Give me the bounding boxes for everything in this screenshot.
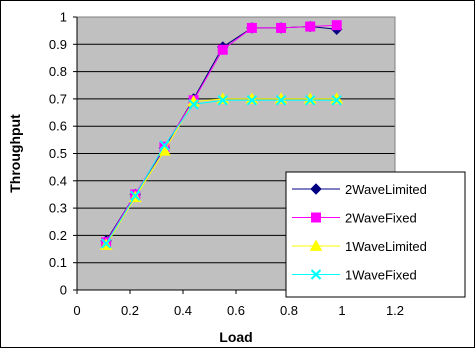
data-point-1wavefixed-stroke-b [275, 95, 287, 106]
y-tick-label: 0.7 [49, 91, 67, 106]
legend: 2WaveLimited 2WaveFixed 1WaveLimited 1WaveF… [285, 171, 466, 298]
data-point-2wavefixed [246, 22, 257, 33]
data-point-1wavefixed-stroke-b [130, 190, 141, 202]
x-tick-label: 0 [73, 303, 80, 318]
data-point-1wavefixed-stroke-b [331, 95, 342, 106]
x-tick-label: 1.2 [386, 303, 404, 318]
y-tick-label: 0.8 [49, 64, 67, 79]
y-tick-label: 0.5 [49, 146, 67, 161]
legend-marker [310, 183, 322, 195]
y-tick-label: 0.4 [49, 173, 67, 188]
y-tick-label: 0.1 [49, 255, 67, 270]
legend-item-2wavefixed: 2WaveFixed [292, 211, 417, 226]
data-point-1wavefixed [130, 190, 141, 202]
legend-label: 1WaveFixed [345, 268, 417, 283]
legend-marker [310, 269, 322, 280]
data-point-1wavefixed-stroke-b [304, 95, 316, 106]
x-tick-label: 0.6 [227, 303, 245, 318]
y-axis-title: Throughput [7, 114, 23, 193]
y-tick-label: 0.3 [49, 201, 67, 216]
data-point-1wavefixed [304, 95, 316, 106]
data-point-1wavefixed-stroke-b [188, 99, 199, 110]
legend-marker-stroke-b [310, 269, 322, 280]
legend-marker [311, 212, 321, 223]
legend-label: 2WaveFixed [345, 211, 417, 226]
legend-item-1wavelimited: 1WaveLimited [292, 239, 427, 254]
x-axis-title: Load [219, 329, 252, 345]
data-point-1wavefixed [100, 238, 112, 249]
y-tick-label: 0.2 [49, 228, 67, 243]
x-tick-label: 1 [338, 303, 345, 318]
data-point-1wavefixed [159, 140, 170, 151]
y-tick-label: 0 [60, 283, 67, 298]
data-point-1wavefixed [275, 95, 287, 106]
legend-item-1wavefixed: 1WaveFixed [292, 268, 417, 283]
data-point-2wavefixed [331, 20, 342, 31]
y-tick-label: 1 [60, 10, 67, 25]
series-1wavefixed [100, 95, 342, 249]
legend-item-2wavelimited: 2WaveLimited [292, 182, 427, 197]
legend-marker [309, 239, 323, 251]
data-point-2wavefixed [217, 44, 228, 55]
data-point-2wavefixed [276, 22, 287, 33]
data-point-1wavefixed [246, 95, 258, 106]
data-point-2wavefixed [305, 21, 316, 32]
data-point-1wavefixed-stroke-b [159, 140, 170, 151]
data-point-1wavefixed [331, 95, 342, 106]
x-tick-label: 0.8 [280, 303, 298, 318]
data-point-1wavefixed-stroke-b [217, 95, 228, 106]
x-tick-label: 0.4 [174, 303, 192, 318]
legend-label: 2WaveLimited [345, 182, 427, 197]
data-point-1wavefixed [217, 95, 228, 106]
legend-label: 1WaveLimited [345, 239, 427, 254]
x-tick-label: 0.2 [121, 303, 139, 318]
y-tick-label: 0.9 [49, 37, 67, 52]
y-tick-label: 0.6 [49, 119, 67, 134]
data-point-1wavefixed-stroke-b [246, 95, 258, 106]
data-point-1wavefixed [188, 99, 199, 110]
data-point-1wavefixed-stroke-b [100, 238, 112, 249]
